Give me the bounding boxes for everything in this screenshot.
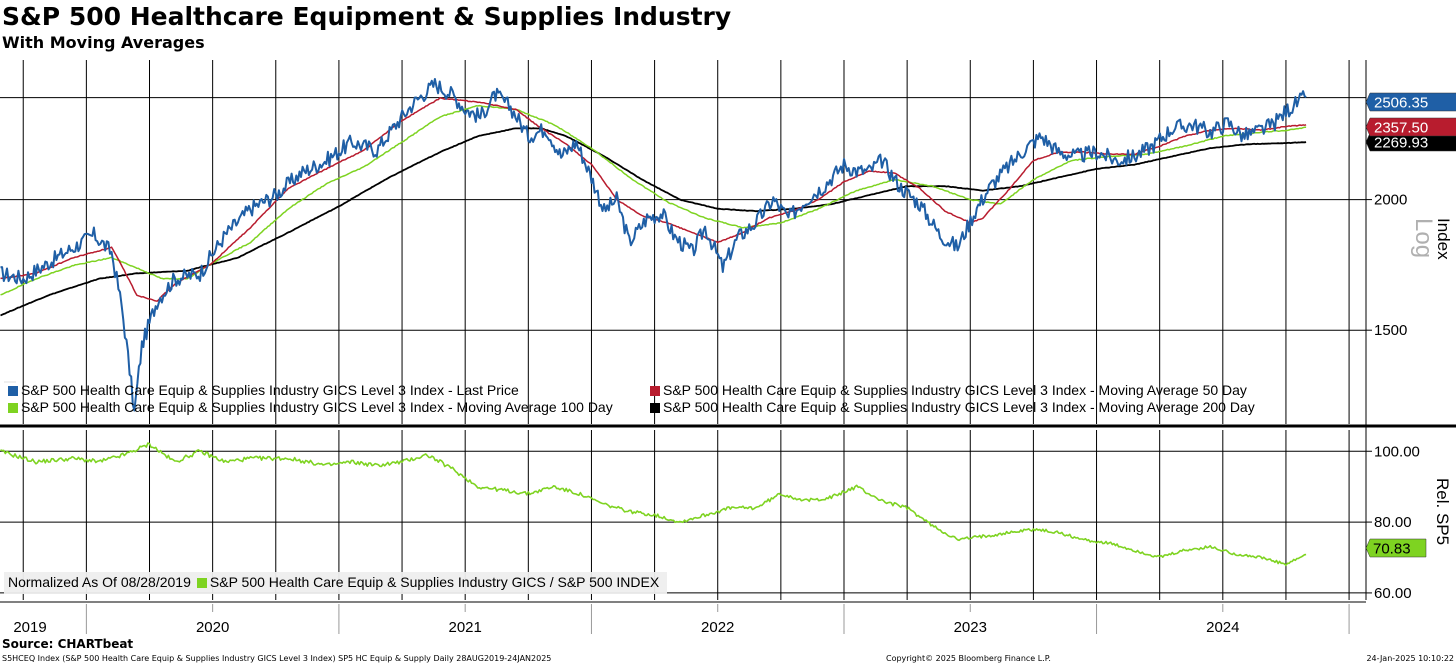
rel-y-axis-title: Rel. SP5 bbox=[1433, 478, 1452, 545]
ma200-tag-text: 2269.93 bbox=[1374, 135, 1428, 152]
legend-label: S&P 500 Health Care Equip & Supplies Ind… bbox=[21, 382, 519, 398]
rel-legend: Normalized As Of 08/28/2019 S&P 500 Heal… bbox=[4, 572, 668, 594]
y-tick-label: 2000 bbox=[1374, 192, 1407, 209]
footer-source: Source: CHARTbeat bbox=[2, 637, 134, 651]
chart-title: S&P 500 Healthcare Equipment & Supplies … bbox=[2, 2, 732, 31]
main-legend: S&P 500 Health Care Equip & Supplies Ind… bbox=[4, 381, 1255, 415]
series-line-moving-average-200-day bbox=[0, 127, 1307, 317]
ma200-tag: 2269.93 bbox=[1365, 132, 1456, 152]
legend-swatch bbox=[8, 385, 18, 396]
rel-legend-label: S&P 500 Health Care Equip & Supplies Ind… bbox=[209, 574, 660, 590]
rel-legend-note: Normalized As Of 08/28/2019 bbox=[8, 574, 191, 590]
series-line-moving-average-100-day bbox=[0, 104, 1307, 296]
x-tick-label: 2024 bbox=[1206, 619, 1239, 636]
x-tick-label: 2019 bbox=[13, 619, 46, 636]
chart-subtitle: With Moving Averages bbox=[2, 33, 205, 52]
relative-tag-bg bbox=[1365, 538, 1427, 558]
ma50-tag-bg bbox=[1365, 117, 1456, 137]
relative-tag-text: 70.83 bbox=[1373, 541, 1411, 558]
legend-swatch bbox=[650, 402, 660, 413]
legend-swatch bbox=[650, 385, 660, 396]
scale-label: Log bbox=[1410, 218, 1437, 258]
footer-description: S5HCEQ Index (S&P 500 Health Care Equip … bbox=[2, 654, 552, 663]
legend-swatch bbox=[8, 402, 18, 413]
y-tick-label: 100.00 bbox=[1374, 443, 1420, 460]
x-tick-label: 2022 bbox=[701, 619, 734, 636]
ma50-tag-text: 2357.50 bbox=[1374, 120, 1428, 137]
y-tick-label: 1500 bbox=[1374, 322, 1407, 339]
series-line-relative bbox=[0, 442, 1307, 567]
last-price-tag-bg bbox=[1365, 92, 1456, 112]
y-tick-label: 80.00 bbox=[1374, 514, 1412, 531]
y-axis-title: Index bbox=[1434, 218, 1453, 260]
legend-label: S&P 500 Health Care Equip & Supplies Ind… bbox=[663, 382, 1247, 398]
x-tick-label: 2020 bbox=[196, 619, 229, 636]
footer-copyright: Copyright© 2025 Bloomberg Finance L.P. bbox=[886, 654, 1051, 663]
last-price-tag-text: 2506.35 bbox=[1374, 95, 1428, 112]
footer-timestamp: 24-Jan-2025 10:10:22 bbox=[1366, 654, 1454, 663]
x-tick-label: 2021 bbox=[448, 619, 481, 636]
series-line-last-price bbox=[0, 78, 1307, 412]
legend-item-last-price: S&P 500 Health Care Equip & Supplies Ind… bbox=[8, 382, 519, 399]
legend-label: S&P 500 Health Care Equip & Supplies Ind… bbox=[663, 399, 1255, 415]
rel-legend-row: Normalized As Of 08/28/2019 S&P 500 Heal… bbox=[8, 574, 659, 591]
y-tick-label: 60.00 bbox=[1374, 585, 1412, 602]
legend-item-ma100: S&P 500 Health Care Equip & Supplies Ind… bbox=[8, 399, 613, 416]
legend-item-ma200: S&P 500 Health Care Equip & Supplies Ind… bbox=[650, 399, 1255, 416]
relative-tag: 70.83 bbox=[1365, 538, 1427, 558]
legend-label: S&P 500 Health Care Equip & Supplies Ind… bbox=[21, 399, 613, 415]
legend-item-ma50: S&P 500 Health Care Equip & Supplies Ind… bbox=[650, 382, 1247, 399]
legend-swatch bbox=[196, 577, 207, 588]
last-price-tag: 2506.35 bbox=[1365, 92, 1456, 112]
x-tick-label: 2023 bbox=[954, 619, 987, 636]
ma50-tag: 2357.50 bbox=[1365, 117, 1456, 137]
